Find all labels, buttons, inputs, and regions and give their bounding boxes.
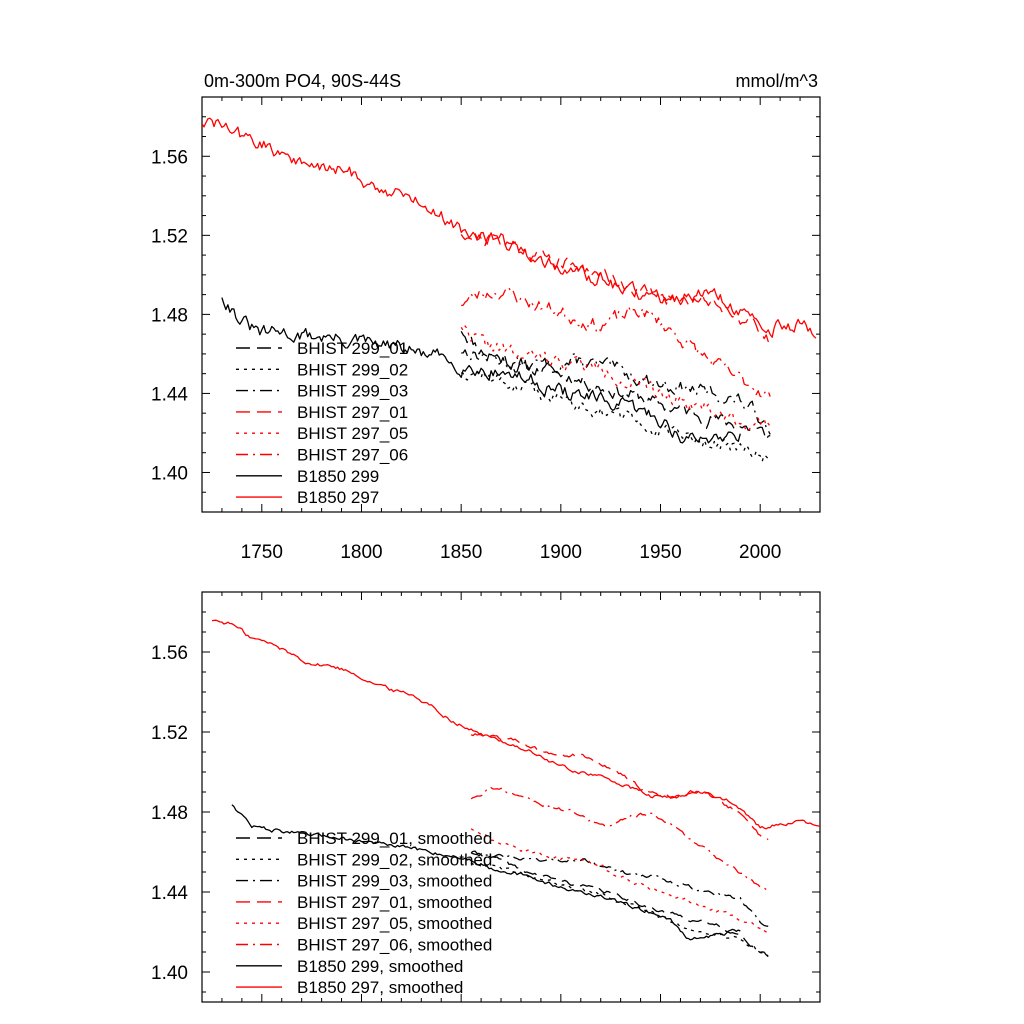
plot-frame bbox=[201, 96, 821, 513]
x-tick-label: 1750 bbox=[241, 542, 283, 563]
legend-label: BHIST 299_02, smoothed bbox=[297, 850, 492, 869]
series-line-raw-0 bbox=[460, 330, 771, 441]
legend-label: B1850 299 bbox=[297, 467, 379, 486]
series-line-smoothed-3 bbox=[470, 733, 769, 841]
legend-label: BHIST 297_01 bbox=[297, 403, 408, 422]
series-line-raw-2 bbox=[461, 349, 771, 435]
series-line-smoothed-2 bbox=[470, 852, 769, 927]
x-tick-label: 1950 bbox=[639, 542, 681, 563]
legend: BHIST 299_01 BHIST 299_02 BHIST 299_03 BHIS… bbox=[236, 339, 408, 507]
x-tick-label: 2000 bbox=[739, 542, 781, 563]
legend-label: BHIST 297_01, smoothed bbox=[297, 893, 492, 912]
legend-label: BHIST 299_01 bbox=[297, 339, 408, 358]
y-tick-label: 1.44 bbox=[151, 883, 188, 904]
legend-label: BHIST 299_03 bbox=[297, 382, 408, 401]
series-line-raw-7 bbox=[202, 117, 817, 339]
series-group bbox=[202, 117, 817, 463]
series-line-smoothed-4 bbox=[470, 828, 769, 934]
legend-label: B1850 297 bbox=[297, 488, 379, 507]
series-group bbox=[211, 619, 820, 958]
plot-frame bbox=[201, 591, 821, 1003]
y-tick-label: 1.48 bbox=[151, 305, 188, 326]
y-tick-label: 1.40 bbox=[151, 963, 188, 984]
legend-label: B1850 297, smoothed bbox=[297, 978, 463, 997]
legend-label: BHIST 297_05 bbox=[297, 424, 408, 443]
series-line-raw-1 bbox=[460, 370, 771, 463]
legend-label: BHIST 299_01, smoothed bbox=[297, 829, 492, 848]
series-line-smoothed-1 bbox=[470, 862, 769, 958]
y-tick-label: 1.40 bbox=[151, 463, 188, 484]
y-tick-label: 1.52 bbox=[151, 226, 188, 247]
legend-label: BHIST 297_06, smoothed bbox=[297, 936, 492, 955]
y-tick-label: 1.56 bbox=[151, 147, 188, 168]
legend-label: BHIST 299_03, smoothed bbox=[297, 872, 492, 891]
series-line-smoothed-7 bbox=[211, 619, 820, 830]
legend-label: BHIST 299_02 bbox=[297, 360, 408, 379]
series-line-raw-5 bbox=[461, 286, 771, 398]
series-line-raw-4 bbox=[460, 325, 771, 433]
series-line-smoothed-6 bbox=[231, 804, 741, 941]
y-tick-label: 1.48 bbox=[151, 803, 188, 824]
x-tick-label: 1850 bbox=[440, 542, 482, 563]
top-chart-panel: 1.40 1.44 1.48 1.52 1.56 1750 1800 1850 1900 1950… bbox=[151, 71, 821, 563]
units-label: mmol/m^3 bbox=[736, 71, 818, 91]
bottom-chart-panel: 1.40 1.44 1.48 1.52 1.56 BHIST 299_01, smooth… bbox=[151, 591, 821, 1003]
series-line-raw-6 bbox=[221, 297, 741, 444]
x-tick-label: 1800 bbox=[340, 542, 382, 563]
series-line-smoothed-5 bbox=[470, 787, 769, 891]
legend: BHIST 299_01, smoothed BHIST 299_02, smoo… bbox=[236, 829, 492, 997]
legend-label: BHIST 297_06 bbox=[297, 446, 408, 465]
chart-title: 0m-300m PO4, 90S-44S bbox=[204, 71, 401, 91]
y-tick-label: 1.44 bbox=[151, 384, 188, 405]
y-tick-label: 1.52 bbox=[151, 723, 188, 744]
y-tick-label: 1.56 bbox=[151, 643, 188, 664]
x-tick-label: 1900 bbox=[540, 542, 582, 563]
legend-label: BHIST 297_05, smoothed bbox=[297, 914, 492, 933]
series-line-smoothed-0 bbox=[470, 850, 769, 957]
legend-label: B1850 299, smoothed bbox=[297, 957, 463, 976]
